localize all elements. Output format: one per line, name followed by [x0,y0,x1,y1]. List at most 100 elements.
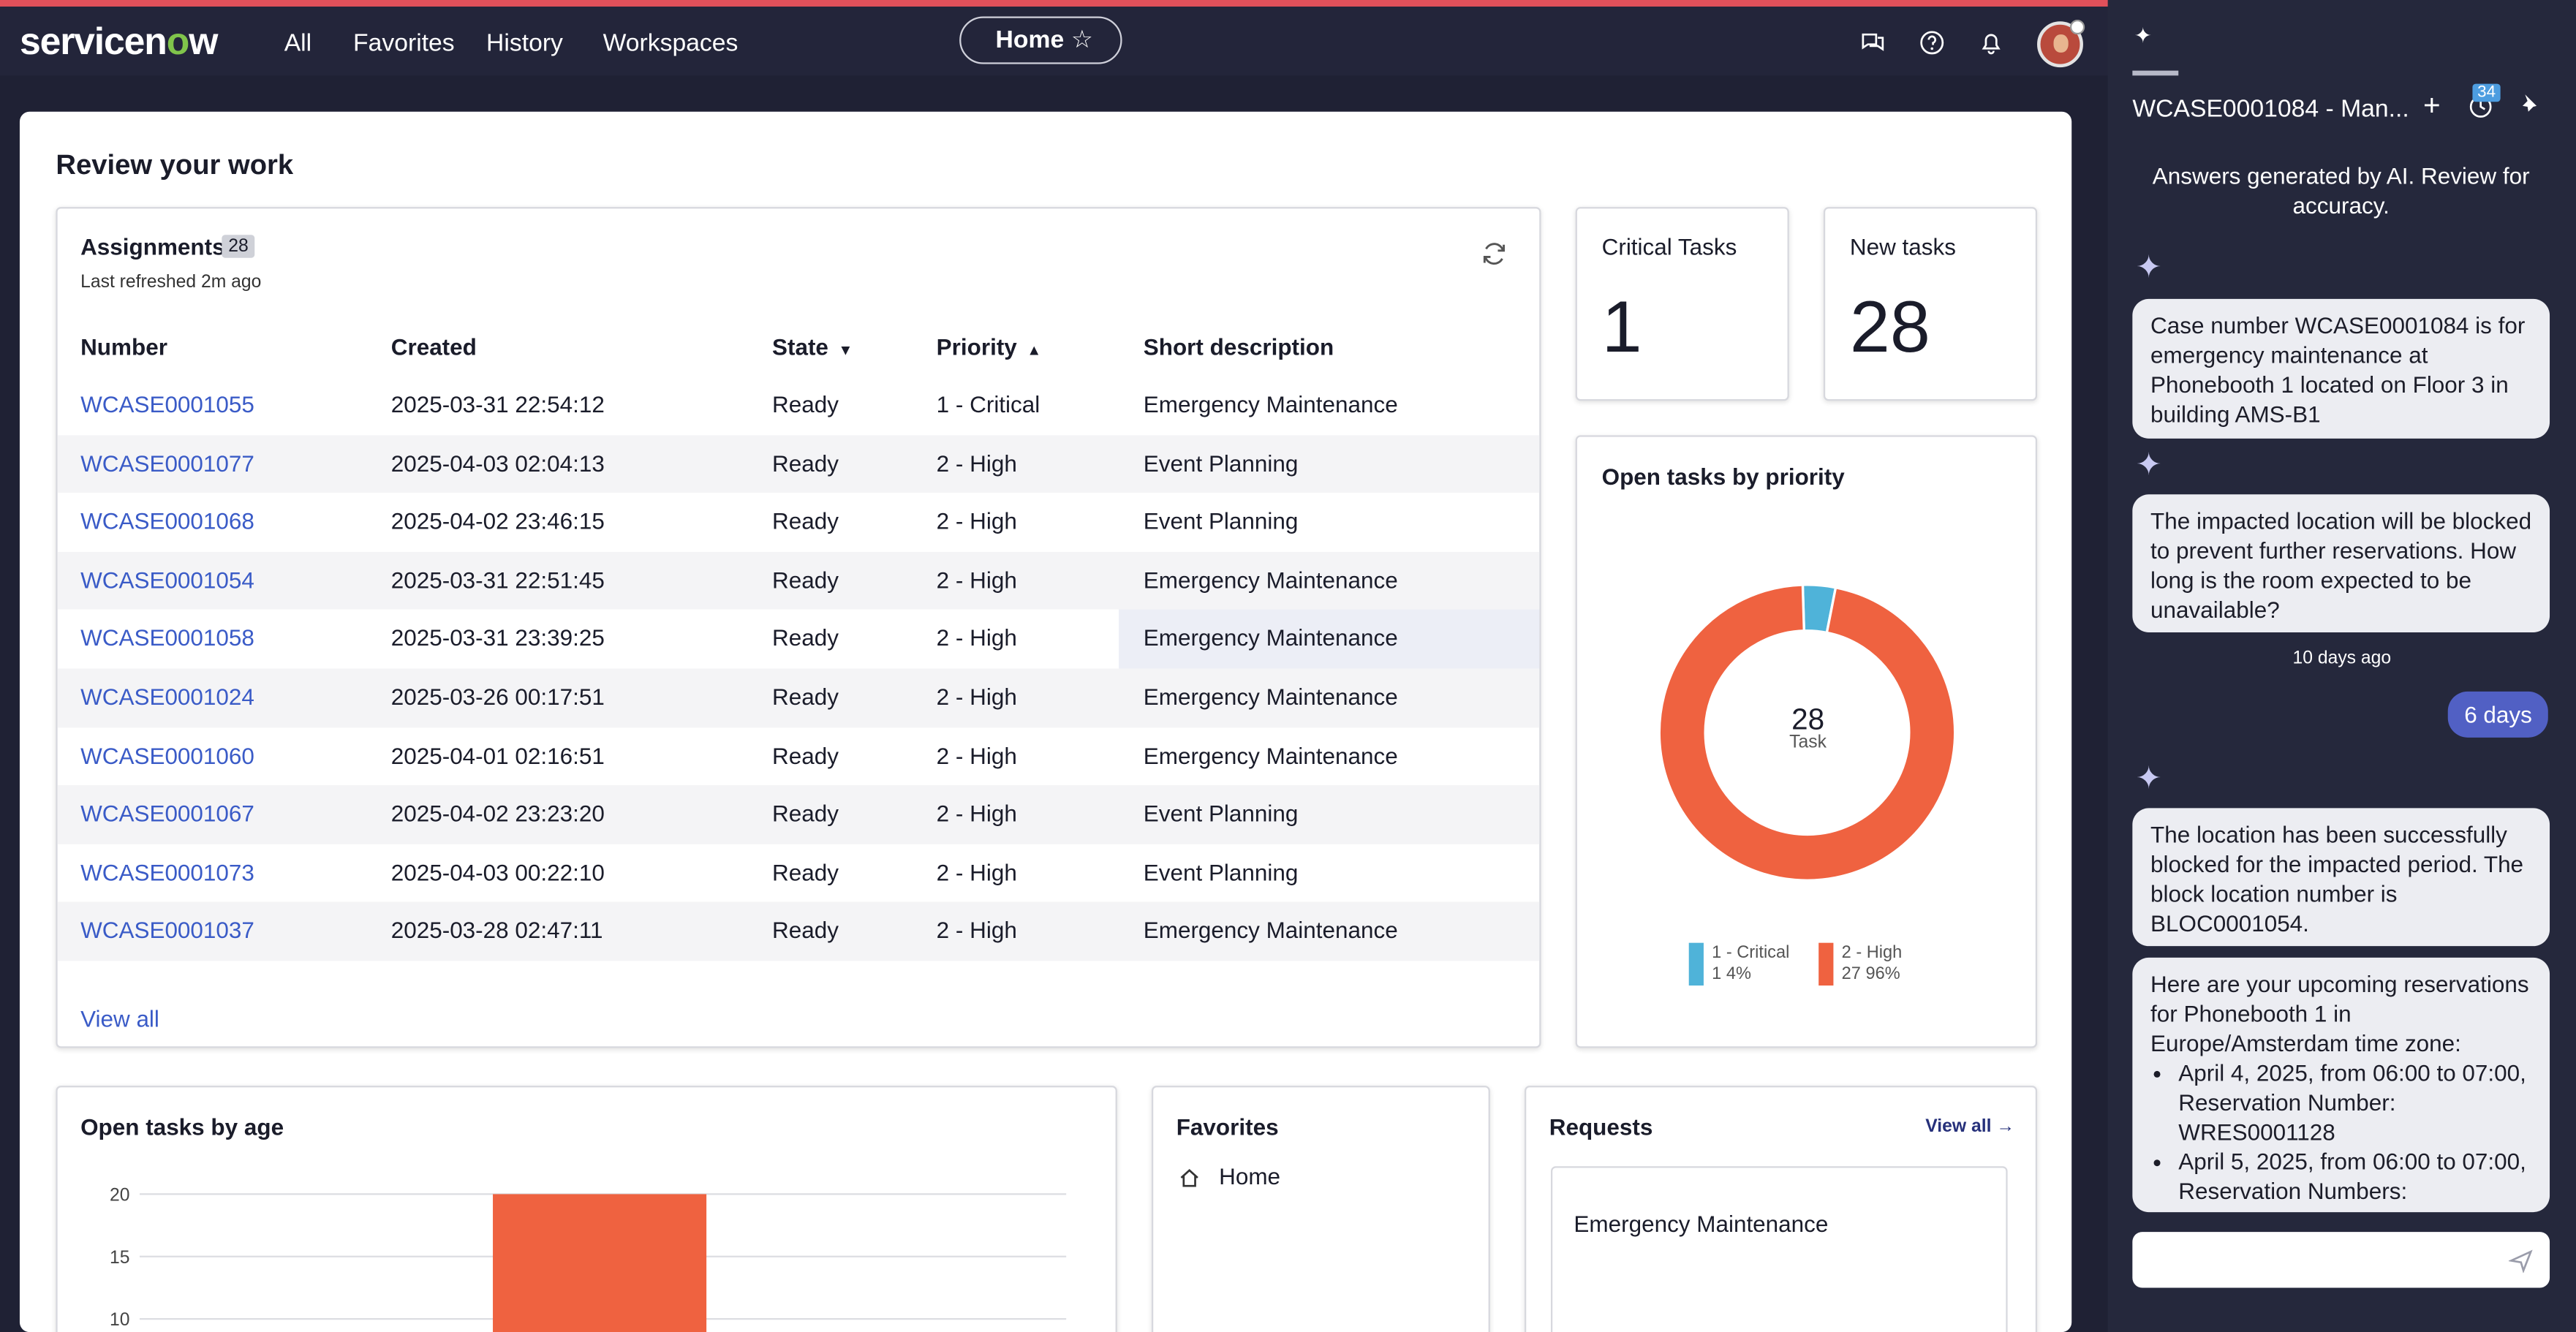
created-cell: 2025-03-31 22:51:45 [390,566,605,593]
column-header-short-description[interactable]: Short description [1143,333,1334,360]
table-row[interactable]: WCASE0001060 2025-04-01 02:16:51 Ready 2 - … [58,727,1540,785]
table-row[interactable]: WCASE0001068 2025-04-02 23:46:15 Ready 2 - … [58,493,1540,551]
table-row[interactable]: WCASE0001054 2025-03-31 22:51:45 Ready 2 - … [57,551,1540,610]
table-row[interactable]: WCASE0001067 2025-04-02 23:23:20 Ready 2 - … [57,785,1540,844]
priority-header-label: Priority [936,333,1017,360]
case-number-link[interactable]: WCASE0001054 [80,566,254,593]
legend-critical-value: 1 4% [1712,964,1751,984]
donut-center-value: 28 [1791,703,1825,736]
case-number-link[interactable]: WCASE0001024 [80,683,254,710]
status-dot [2069,19,2085,35]
new-tasks-card[interactable]: New tasks 28 [1823,207,2038,401]
table-row[interactable]: WCASE0001073 2025-04-03 00:22:10 Ready 2 - … [58,844,1540,902]
case-number-link[interactable]: WCASE0001055 [80,390,254,417]
new-tasks-value: 28 [1849,287,1930,368]
column-header-number[interactable]: Number [80,333,167,360]
priority-cell: 2 - High [936,624,1017,651]
legend-critical-label: 1 - Critical [1712,942,1790,963]
star-icon[interactable]: ☆ [1070,26,1094,55]
case-number-link[interactable]: WCASE0001067 [80,800,254,827]
requests-view-all-link[interactable]: View all → [1925,1116,2015,1137]
help-icon[interactable] [1919,29,1945,56]
reservation-item: April 4, 2025, from 06:00 to 07:00, Rese… [2178,1058,2531,1146]
description-cell: Event Planning [1143,449,1299,476]
table-row[interactable]: WCASE0001055 2025-03-31 22:54:12 Ready 1 - … [58,376,1540,435]
assistant-message-input[interactable] [2132,1232,2550,1288]
view-all-link[interactable]: View all [80,1005,159,1032]
nav-favorites[interactable]: Favorites [353,29,455,58]
home-pill-label: Home [995,26,1065,55]
age-bar[interactable] [493,1194,707,1332]
ai-message: Case number WCASE0001084 is for emergenc… [2132,298,2550,439]
y-tick-label: 15 [110,1248,129,1268]
new-tasks-title: New tasks [1849,233,1956,260]
table-row[interactable]: WCASE0001077 2025-04-03 02:04:13 Ready 2 - … [57,434,1540,493]
request-item-card[interactable]: Emergency Maintenance [1550,1166,2008,1332]
hover-highlight [1119,610,1540,669]
donut-slice-high[interactable] [1658,583,1957,882]
column-header-priority[interactable]: Priority ▲ [937,333,1042,360]
priority-cell: 2 - High [936,507,1017,534]
home-pill[interactable]: Home ☆ [959,16,1122,64]
priority-cell: 2 - High [936,800,1017,827]
assignments-count-badge: 28 [222,235,255,258]
priority-cell: 2 - High [936,917,1017,944]
reservations-intro: Here are your upcoming reservations for … [2150,970,2529,1056]
requests-title: Requests [1549,1113,1653,1140]
column-header-created[interactable]: Created [390,333,477,360]
last-refreshed-text: Last refreshed 2m ago [80,272,262,292]
table-row[interactable]: WCASE0001058 2025-03-31 23:39:25 Ready 2 - … [58,610,1540,669]
reservations-list: April 4, 2025, from 06:00 to 07:00, Rese… [2150,1058,2531,1206]
created-cell: 2025-04-02 23:23:20 [390,800,605,827]
created-cell: 2025-04-02 23:46:15 [390,507,605,534]
pin-icon[interactable] [2517,92,2539,115]
state-cell: Ready [771,917,839,944]
priority-chart-title: Open tasks by priority [1601,463,1845,490]
nav-history[interactable]: History [486,29,563,58]
priority-cell: 2 - High [936,566,1017,593]
created-cell: 2025-03-31 22:54:12 [390,390,605,417]
created-cell: 2025-03-28 02:47:11 [390,917,603,944]
nav-workspaces[interactable]: Workspaces [603,29,739,58]
state-cell: Ready [771,858,839,885]
send-icon[interactable] [2508,1249,2534,1274]
chat-icon[interactable] [1859,29,1886,56]
case-number-link[interactable]: WCASE0001077 [80,449,254,476]
ai-sparkle-icon: ✦ [2135,762,2162,797]
case-number-link[interactable]: WCASE0001073 [80,858,254,885]
description-cell: Emergency Maintenance [1143,683,1398,710]
state-cell: Ready [771,741,839,768]
user-avatar[interactable] [2037,19,2085,68]
created-cell: 2025-04-01 02:16:51 [390,741,605,768]
sparkle-tab-icon[interactable]: ✦ [2134,23,2153,48]
legend-item-critical[interactable]: 1 - Critical 1 4% [1712,943,1789,985]
history-count-badge: 34 [2472,83,2501,102]
table-row[interactable]: WCASE0001037 2025-03-28 02:47:11 Ready 2 - … [57,902,1540,961]
critical-tasks-value: 1 [1601,287,1642,368]
legend-high-value: 27 96% [1841,964,1900,984]
favorite-item-home[interactable]: Home [1219,1162,1281,1189]
assignments-card: Assignments 28 Last refreshed 2m ago Num… [56,207,1541,1048]
legend-item-high[interactable]: 2 - High 27 96% [1842,943,1903,985]
servicenow-logo[interactable]: servicenow [20,20,218,64]
open-tasks-by-priority-card: Open tasks by priority 28 Task 1 - Criti… [1575,435,2038,1048]
bell-icon[interactable] [1978,29,2004,56]
y-tick-label: 10 [110,1310,129,1330]
ai-disclaimer: Answers generated by AI. Review for accu… [2152,162,2530,219]
case-number-link[interactable]: WCASE0001037 [80,917,254,944]
legend-high-label: 2 - High [1841,942,1903,963]
priority-cell: 2 - High [936,683,1017,710]
state-cell: Ready [771,624,839,651]
state-header-label: State [771,333,828,360]
case-number-link[interactable]: WCASE0001068 [80,507,254,534]
donut-center-label: Task [1789,733,1827,753]
case-number-link[interactable]: WCASE0001058 [80,624,254,651]
refresh-icon[interactable] [1480,240,1508,268]
column-header-state[interactable]: State ▼ [772,333,853,360]
plus-icon[interactable]: + [2423,88,2441,122]
description-cell: Emergency Maintenance [1143,390,1398,417]
nav-all[interactable]: All [284,29,312,58]
critical-tasks-card[interactable]: Critical Tasks 1 [1575,207,1789,401]
table-row[interactable]: WCASE0001024 2025-03-26 00:17:51 Ready 2 - … [57,668,1540,727]
case-number-link[interactable]: WCASE0001060 [80,741,254,768]
